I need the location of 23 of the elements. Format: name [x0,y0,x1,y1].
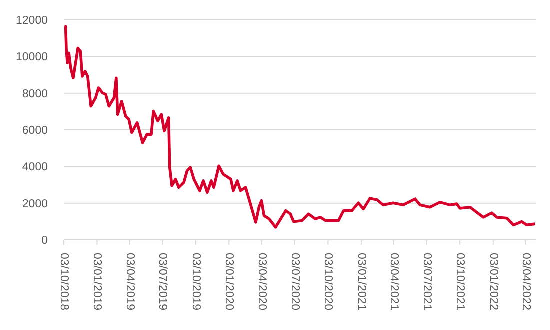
y-tick-label: 10000 [16,52,48,64]
x-tick-label: 03/07/2019 [156,253,169,311]
x-tick-label: 03/01/2020 [223,253,236,311]
x-tick-label: 03/10/2020 [322,253,334,311]
x-tick-label: 03/07/2021 [420,253,433,311]
x-tick-label: 03/10/2019 [190,253,202,311]
y-tick-label: 8000 [22,88,48,100]
x-tick-label: 03/01/2019 [91,253,104,311]
y-tick-label: 4000 [22,162,48,174]
y-tick-label: 6000 [22,125,48,138]
x-tick-label: 03/10/2021 [454,253,466,311]
y-tick-label: 0 [42,235,48,248]
x-tick-label: 03/04/2019 [124,253,136,311]
x-tick-label: 03/07/2020 [288,253,301,311]
x-tick-label: 03/04/2021 [388,253,400,311]
x-tick-label: 03/04/2022 [520,253,532,311]
line-series [64,25,536,229]
y-tick-label: 12000 [16,15,48,28]
x-tick-label: 03/01/2022 [487,253,500,311]
x-tick-label: 03/04/2020 [256,253,268,311]
x-tick-label: 03/10/2018 [58,253,70,311]
y-tick-label: 2000 [22,198,48,210]
x-tick-label: 03/01/2021 [355,253,368,311]
